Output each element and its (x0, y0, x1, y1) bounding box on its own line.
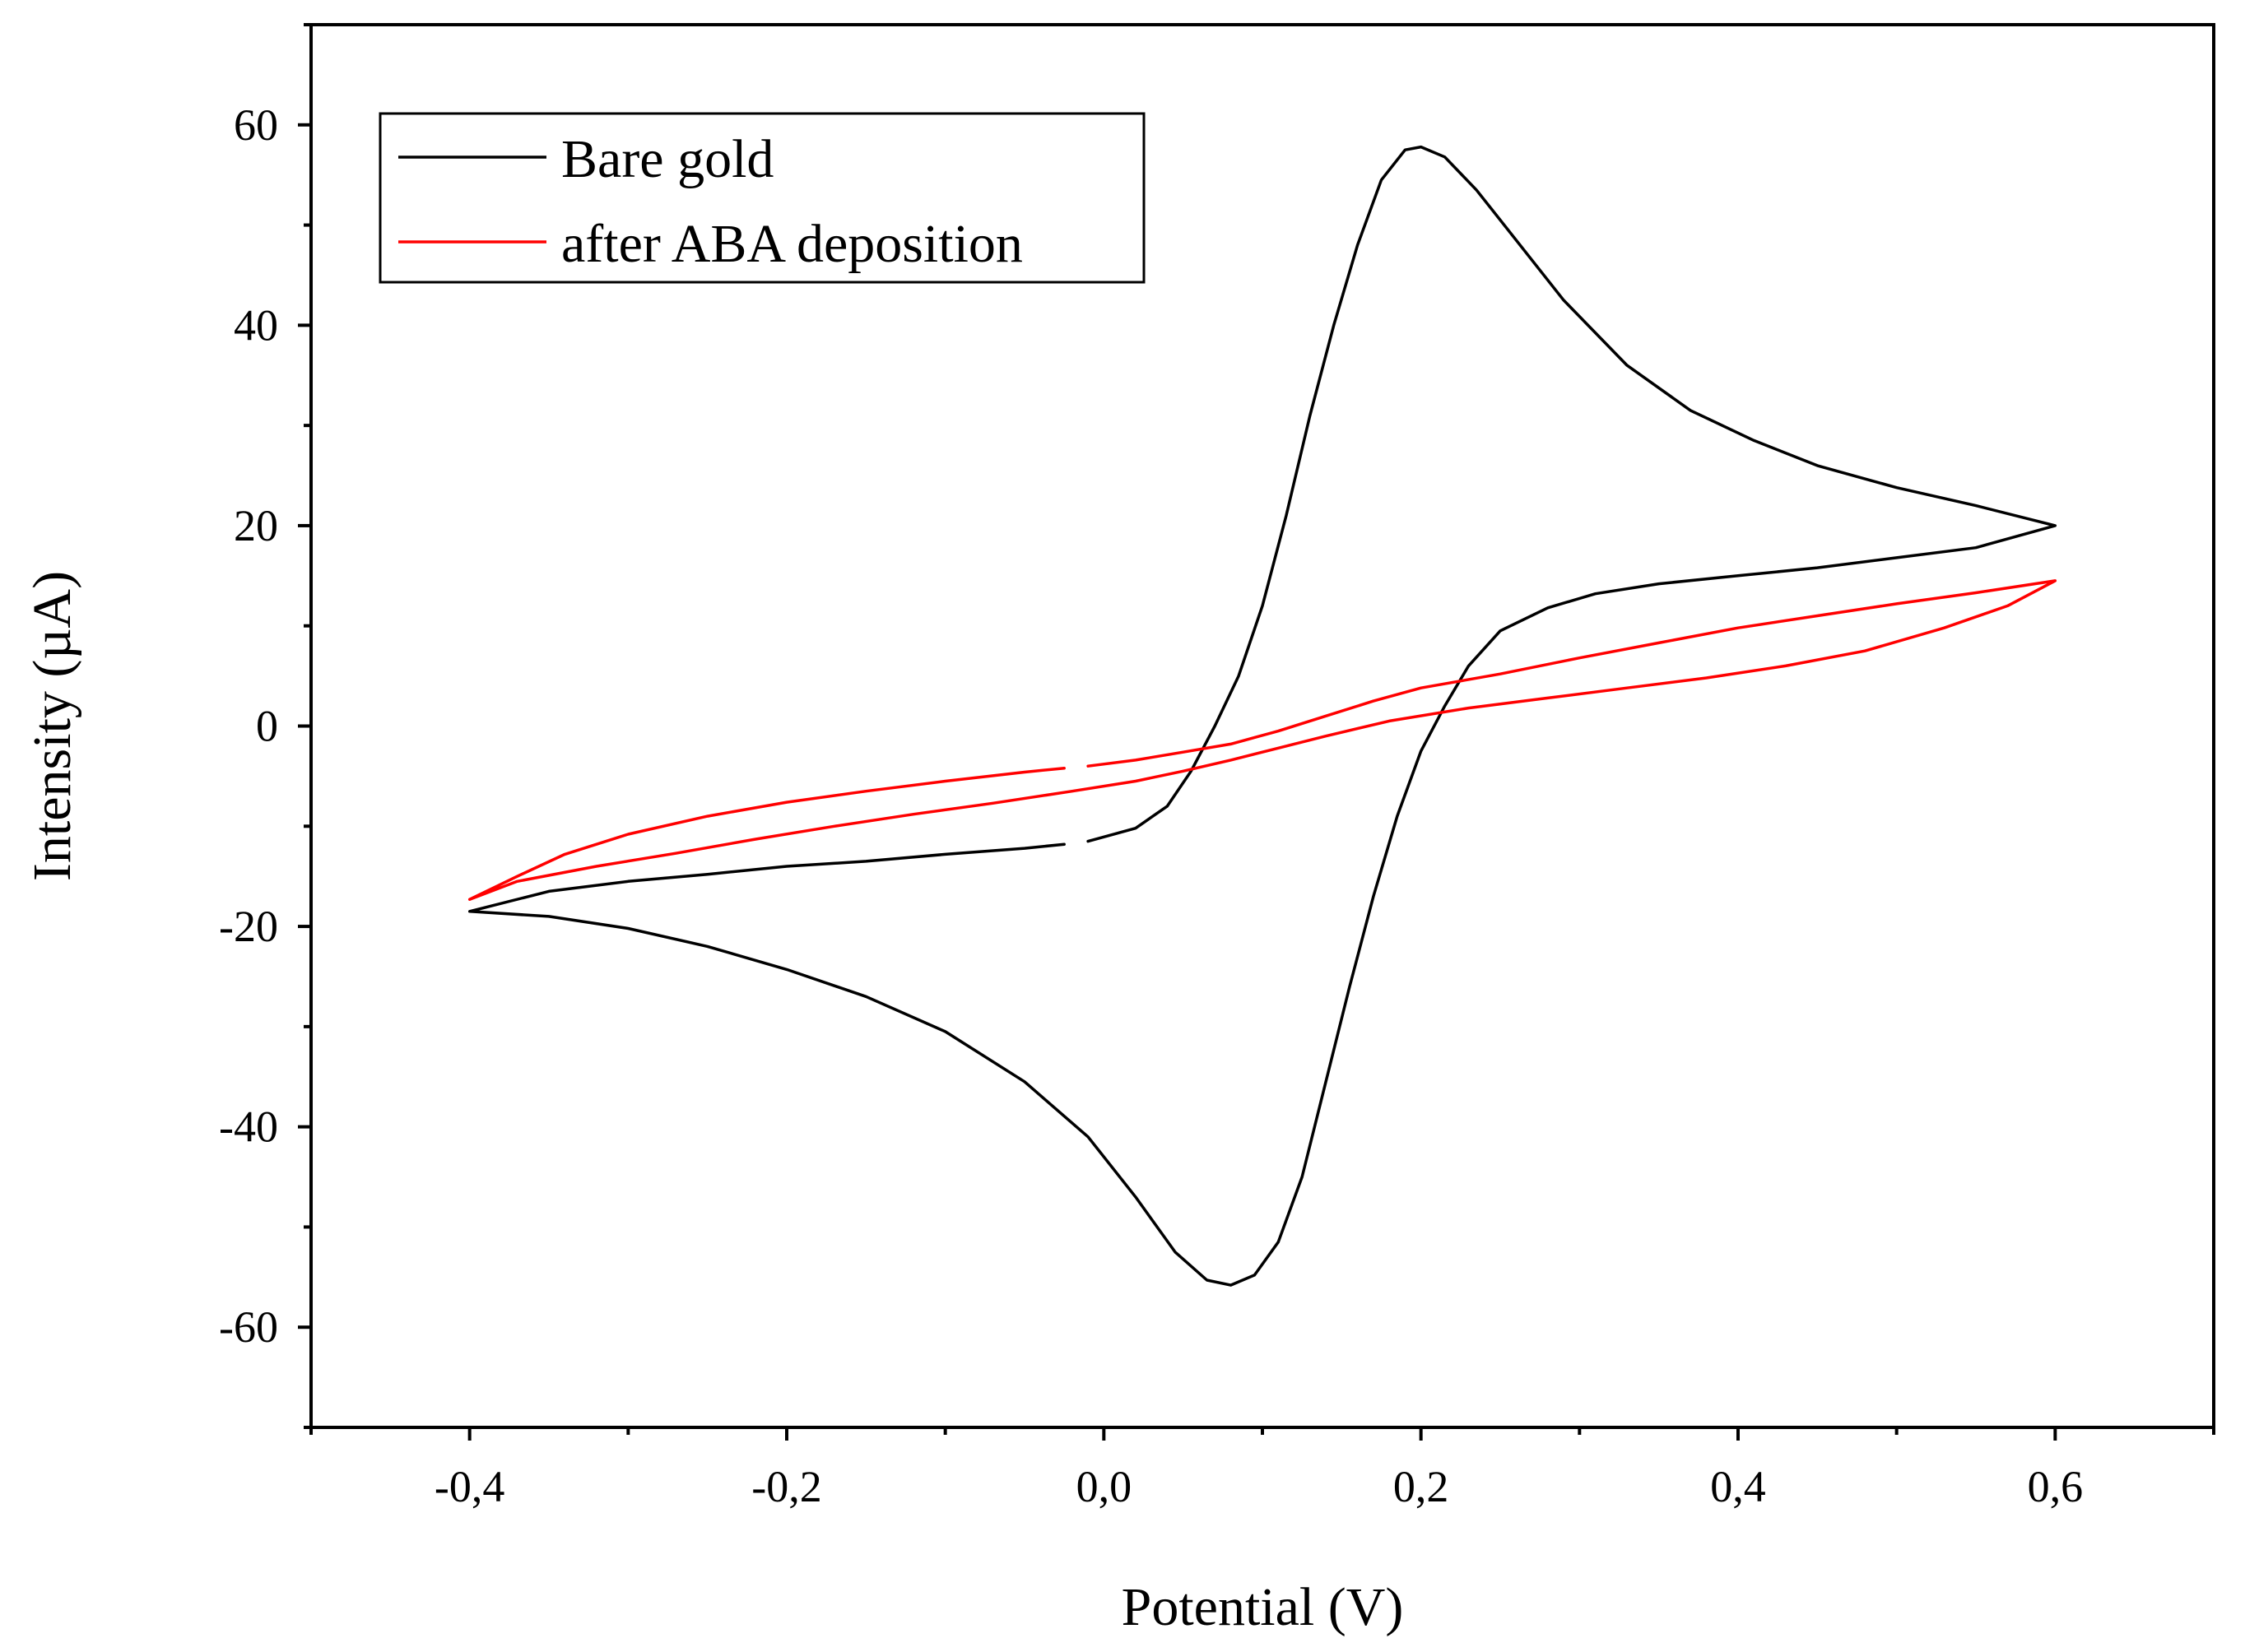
plot-area (467, 145, 2057, 1287)
legend-label-bare-gold: Bare gold (561, 129, 774, 189)
x-tick-label: 0,0 (1076, 1462, 1132, 1511)
y-axis-title: Intensity (µA) (22, 571, 82, 881)
x-tick-label: 0,2 (1393, 1462, 1449, 1511)
x-tick-label: 0,4 (1710, 1462, 1766, 1511)
y-tick-label: 20 (234, 501, 278, 550)
x-tick-label: -0,2 (751, 1462, 821, 1511)
y-tick-label: 0 (256, 702, 278, 751)
x-tick-label: -0,4 (435, 1462, 504, 1511)
x-axis-title: Potential (V) (1122, 1577, 1404, 1637)
y-tick-label: -40 (219, 1102, 278, 1152)
legend: Bare gold after ABA deposition (379, 112, 1146, 284)
y-tick-label: -60 (219, 1302, 278, 1352)
series-line-after-aba (467, 579, 2057, 901)
y-tick-label: -20 (219, 902, 278, 951)
series-line-bare-gold (467, 145, 2057, 1287)
legend-label-after-aba: after ABA deposition (561, 214, 1023, 274)
axes: -0,4 -0,2 0,0 0,2 0,4 0,6 -60 -40 -20 0 20 40 60 (219, 23, 2215, 1511)
x-tick-label: 0,6 (2028, 1462, 2084, 1511)
y-tick-label: 40 (234, 300, 278, 350)
legend-box (379, 112, 1146, 284)
y-tick-label: 60 (234, 100, 278, 150)
